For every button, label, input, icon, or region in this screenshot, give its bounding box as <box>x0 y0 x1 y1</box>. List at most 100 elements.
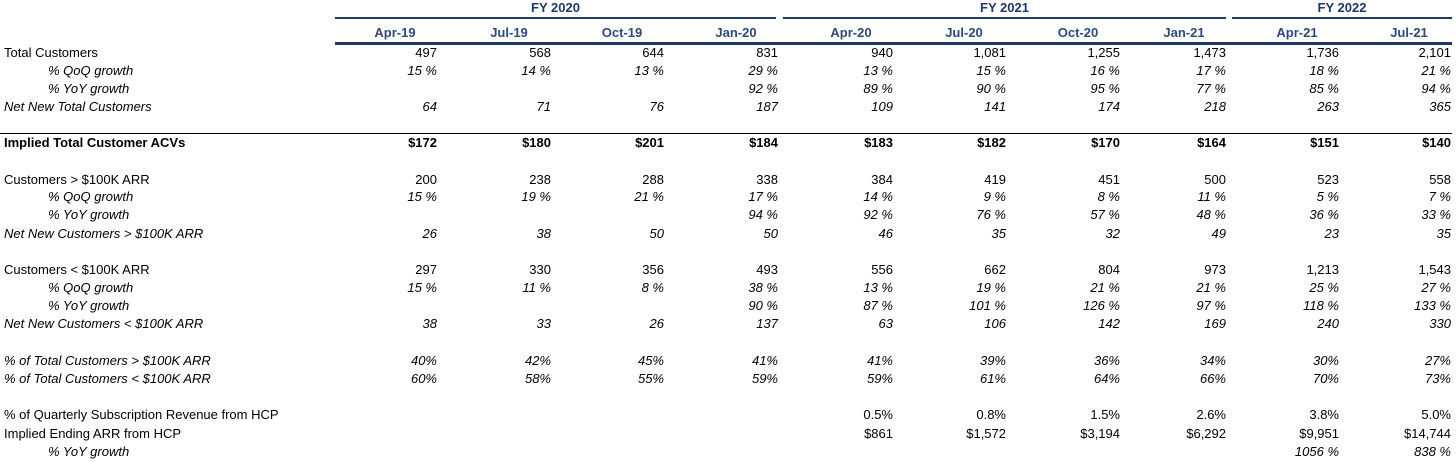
table-cell: 11 % <box>522 280 551 295</box>
table-cell: 59% <box>751 371 778 386</box>
table-cell: 1,473 <box>1193 45 1226 60</box>
table-row: Total Customers 497 568 644 831 940 1,081 1,255… <box>0 44 1456 62</box>
table-cell: 77 % <box>1196 81 1226 96</box>
row-label: % YoY growth <box>48 298 130 313</box>
table-cell: 50 <box>649 226 664 241</box>
table-cell: 15 % <box>976 63 1006 78</box>
table-cell: 497 <box>415 45 437 60</box>
table-cell: $1,572 <box>966 426 1006 441</box>
table-cell: 35 <box>1436 226 1451 241</box>
table-cell: $6,292 <box>1186 426 1226 441</box>
table-cell: 55% <box>637 371 664 386</box>
table-cell: 169 <box>1204 316 1226 331</box>
row-label: % QoQ growth <box>48 63 134 78</box>
table-cell: 1,736 <box>1306 45 1339 60</box>
table-cell: 49 <box>1211 226 1226 241</box>
table-row: % of Total Customers < $100K ARR 60% 58% 55… <box>0 370 1456 388</box>
table-row: % QoQ growth 15 % 11 % 8 % 38 % 13 % 19 % 21 % 2… <box>0 279 1456 297</box>
table-cell: 297 <box>415 262 437 277</box>
table-cell: 288 <box>642 172 664 187</box>
row-label: % YoY growth <box>48 81 130 96</box>
table-cell: $182 <box>977 135 1006 150</box>
header-rule <box>335 42 1452 45</box>
table-cell: 34% <box>1199 353 1226 368</box>
table-cell: 1,081 <box>973 45 1006 60</box>
table-cell: 973 <box>1204 262 1226 277</box>
table-cell: 523 <box>1317 172 1339 187</box>
table-row: Customers < $100K ARR 297 330 356 493 556 662 8… <box>0 261 1456 279</box>
column-header: Oct-20 <box>1057 25 1099 40</box>
row-label: Net New Customers < $100K ARR <box>4 316 204 331</box>
table-row: % YoY growth 94 % 92 % 76 % 57 % 48 % 36 % 33 % <box>0 206 1456 224</box>
row-label: Implied Ending ARR from HCP <box>4 426 182 441</box>
table-cell: 126 % <box>1083 298 1120 313</box>
table-cell: 70% <box>1312 371 1339 386</box>
table-cell: 558 <box>1429 172 1451 187</box>
table-cell: 42% <box>524 353 551 368</box>
table-cell: $140 <box>1422 135 1451 150</box>
table-row: Net New Total Customers 64 71 76 187 109 141 17… <box>0 98 1456 116</box>
column-header: Jul-21 <box>1390 25 1428 40</box>
column-header: Jul-19 <box>490 25 528 40</box>
table-cell: 97 % <box>1196 298 1226 313</box>
table-row: % YoY growth 1056 % 838 % <box>0 443 1456 461</box>
column-header: Apr-19 <box>374 25 416 40</box>
table-cell: 64 <box>422 99 437 114</box>
table-cell: 26 <box>422 226 437 241</box>
table-row: Net New Customers < $100K ARR 38 33 26 137 63… <box>0 315 1456 333</box>
table-cell: 15 % <box>407 63 437 78</box>
table-cell: 94 % <box>748 207 778 222</box>
column-header: Jul-20 <box>945 25 983 40</box>
table-cell: 21 % <box>1090 280 1120 295</box>
table-cell: 14 % <box>863 189 893 204</box>
table-cell: 15 % <box>407 189 437 204</box>
table-cell: $170 <box>1091 135 1120 150</box>
table-cell: 87 % <box>863 298 893 313</box>
table-cell: 21 % <box>1421 63 1451 78</box>
table-cell: 29 % <box>748 63 778 78</box>
table-cell: 23 <box>1324 226 1339 241</box>
table-cell: 13 % <box>634 63 664 78</box>
table-cell: 76 % <box>976 207 1006 222</box>
table-cell: 95 % <box>1090 81 1120 96</box>
table-cell: 71 <box>536 99 551 114</box>
table-cell: 0.8% <box>976 407 1006 422</box>
table-cell: 365 <box>1429 99 1451 114</box>
table-cell: 90 % <box>976 81 1006 96</box>
table-cell: 838 % <box>1414 444 1451 459</box>
table-cell: 1056 % <box>1294 444 1339 459</box>
table-cell: 11 % <box>1197 189 1226 204</box>
table-cell: 356 <box>642 262 664 277</box>
table-cell: $9,951 <box>1299 426 1339 441</box>
table-cell: 187 <box>756 99 778 114</box>
table-cell: 27% <box>1424 353 1451 368</box>
table-cell: 18 % <box>1309 63 1339 78</box>
table-cell: 662 <box>984 262 1006 277</box>
section-rule <box>0 133 1452 134</box>
table-cell: 16 % <box>1090 63 1120 78</box>
table-cell: $3,194 <box>1080 426 1120 441</box>
row-label: % of Total Customers > $100K ARR <box>4 353 211 368</box>
table-cell: 1,255 <box>1087 45 1120 60</box>
table-cell: 76 <box>649 99 664 114</box>
table-cell: 25 % <box>1309 280 1339 295</box>
table-cell: 21 % <box>634 189 664 204</box>
table-row: % YoY growth 92 % 89 % 90 % 95 % 77 % 85 % 94 % <box>0 80 1456 98</box>
table-cell: 137 <box>756 316 778 331</box>
row-label: % QoQ growth <box>48 280 134 295</box>
table-row: % of Total Customers > $100K ARR 40% 42% 45… <box>0 352 1456 370</box>
table-cell: 17 % <box>1196 63 1226 78</box>
fiscal-year-header: FY 2021 <box>783 0 1226 19</box>
table-cell: $180 <box>522 135 551 150</box>
fiscal-year-header: FY 2020 <box>335 0 776 19</box>
table-cell: 7 % <box>1428 189 1451 204</box>
table-row: Implied Ending ARR from HCP $861 $1,572 $3,… <box>0 425 1456 443</box>
column-header: Apr-21 <box>1276 25 1318 40</box>
table-cell: 60% <box>410 371 437 386</box>
table-row: % QoQ growth 15 % 19 % 21 % 17 % 14 % 9 % 8 % 11… <box>0 188 1456 206</box>
table-cell: 568 <box>529 45 551 60</box>
table-cell: 90 % <box>748 298 778 313</box>
table-cell: 133 % <box>1414 298 1451 313</box>
table-cell: 500 <box>1204 172 1226 187</box>
